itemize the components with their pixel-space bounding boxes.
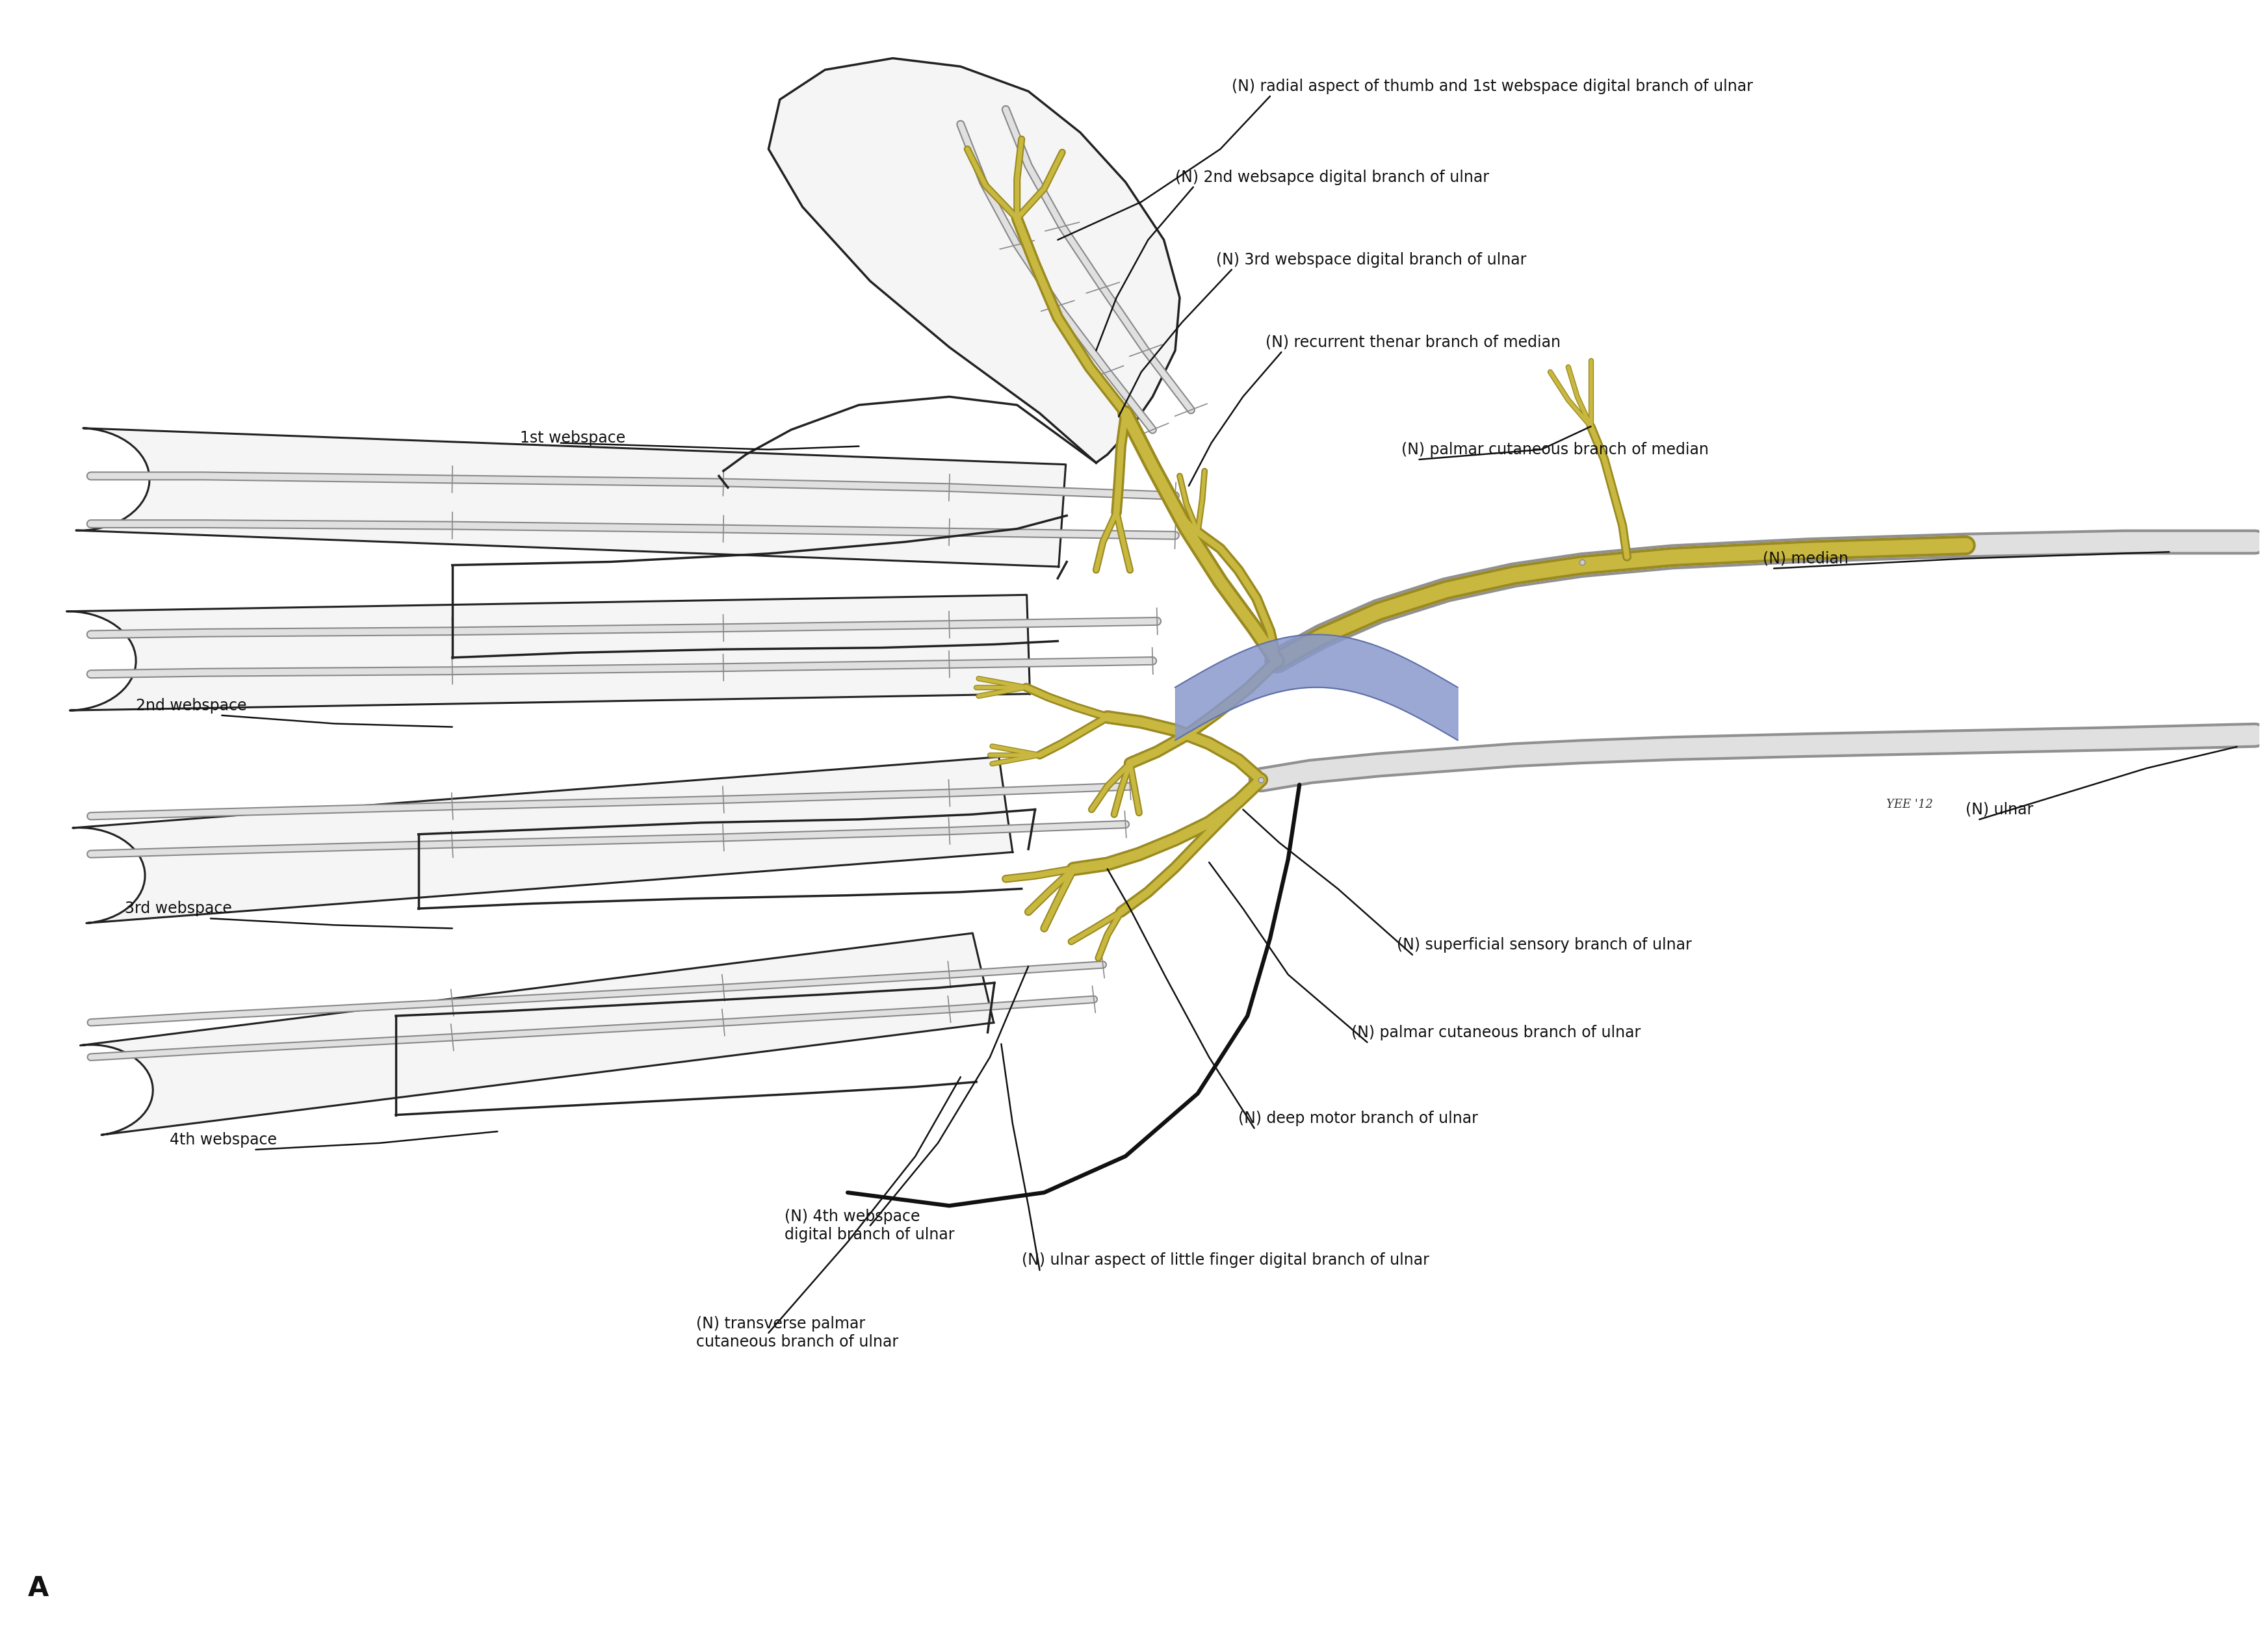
Text: 3rd webspace: 3rd webspace bbox=[124, 900, 233, 917]
Text: (N) palmar cutaneous branch of median: (N) palmar cutaneous branch of median bbox=[1401, 441, 1709, 458]
Text: (N) median: (N) median bbox=[1763, 550, 1849, 567]
Polygon shape bbox=[768, 58, 1180, 463]
Polygon shape bbox=[66, 595, 1031, 710]
Text: (N) 3rd webspace digital branch of ulnar: (N) 3rd webspace digital branch of ulnar bbox=[1216, 251, 1526, 268]
Text: A: A bbox=[27, 1574, 47, 1602]
Text: (N) transverse palmar
cutaneous branch of ulnar: (N) transverse palmar cutaneous branch o… bbox=[696, 1317, 899, 1350]
Text: (N) palmar cutaneous branch of ulnar: (N) palmar cutaneous branch of ulnar bbox=[1351, 1024, 1641, 1041]
Text: 2nd webspace: 2nd webspace bbox=[136, 697, 246, 714]
Polygon shape bbox=[77, 428, 1067, 567]
Text: (N) ulnar: (N) ulnar bbox=[1966, 801, 2034, 818]
Text: (N) 4th webspace
digital branch of ulnar: (N) 4th webspace digital branch of ulnar bbox=[784, 1209, 954, 1242]
Text: (N) ulnar aspect of little finger digital branch of ulnar: (N) ulnar aspect of little finger digita… bbox=[1022, 1252, 1428, 1269]
Text: YEE '12: YEE '12 bbox=[1887, 798, 1932, 811]
Text: 1st webspace: 1st webspace bbox=[520, 430, 626, 446]
Text: (N) superficial sensory branch of ulnar: (N) superficial sensory branch of ulnar bbox=[1397, 937, 1690, 953]
Text: (N) radial aspect of thumb and 1st webspace digital branch of ulnar: (N) radial aspect of thumb and 1st websp… bbox=[1232, 79, 1754, 94]
Text: (N) recurrent thenar branch of median: (N) recurrent thenar branch of median bbox=[1266, 334, 1562, 350]
Text: (N) deep motor branch of ulnar: (N) deep motor branch of ulnar bbox=[1238, 1110, 1478, 1127]
Polygon shape bbox=[72, 757, 1012, 923]
Text: (N) 2nd websapce digital branch of ulnar: (N) 2nd websapce digital branch of ulnar bbox=[1175, 169, 1489, 185]
Text: 4th webspace: 4th webspace bbox=[169, 1132, 278, 1148]
Polygon shape bbox=[81, 933, 994, 1135]
